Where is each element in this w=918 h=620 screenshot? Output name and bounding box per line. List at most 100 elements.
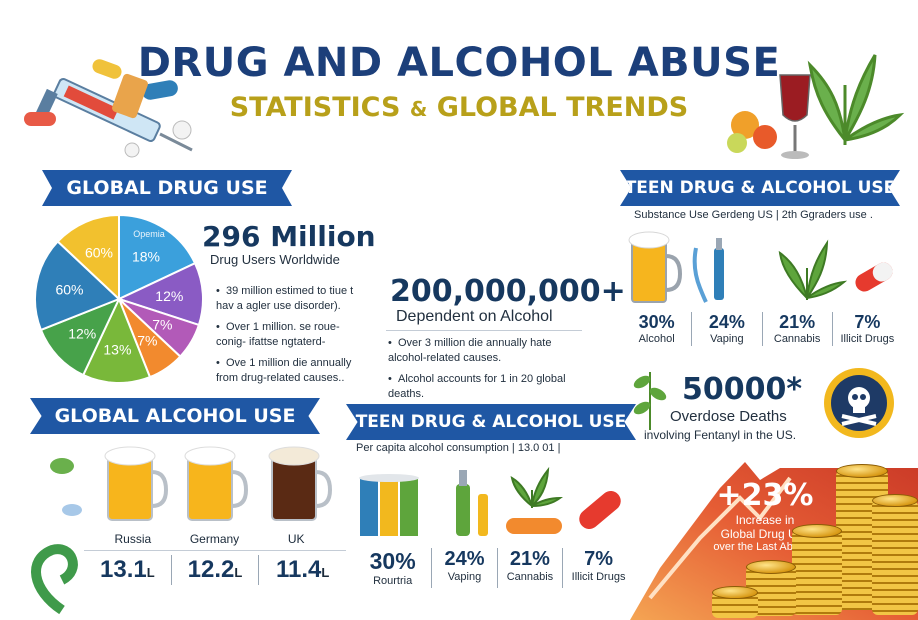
teen-bottom-icons	[359, 466, 621, 536]
teen-top-pct: 30%	[638, 312, 675, 332]
divider	[258, 554, 260, 585]
cannabis-icon	[778, 239, 848, 300]
teen-top-stat-alcohol: 30% Alcohol	[622, 312, 691, 346]
teen-bottom-label: Rourtria	[373, 575, 413, 587]
drug-bullet-1: 39 million estimed to tiue t hav a agler…	[216, 284, 366, 314]
subtitle-statistics: STATISTICS	[229, 92, 401, 123]
vape-device-icon	[456, 470, 488, 536]
divider	[496, 548, 498, 588]
page-title: DRUG AND ALCOHOL ABUSE	[137, 40, 781, 86]
divider	[761, 312, 763, 346]
teen-bottom-pct: 21%	[509, 548, 550, 570]
pie-slice	[81, 296, 152, 384]
pie-slice	[39, 297, 121, 377]
teen-bottom-label: Cannabis	[506, 571, 554, 583]
country-name: Germany	[189, 532, 240, 546]
wine-cannabis-illustration	[727, 54, 905, 159]
alcohol-country-names: Russia Germany UK	[92, 532, 337, 546]
decorative-leaf-icon	[31, 458, 82, 615]
trend-arrow-icon	[648, 476, 792, 600]
drug-bullet-3: Ove 1 million die annually from drug-rel…	[216, 356, 366, 386]
teen-top-pct: 21%	[779, 312, 816, 332]
pie-slice	[118, 213, 197, 301]
increase-line1: Increase in	[735, 513, 795, 527]
teen-bottom-pct: 30%	[369, 548, 416, 574]
teen-top-icons	[628, 231, 893, 303]
syringe-pills-illustration	[24, 59, 193, 158]
teen-bottom-subtitle: Per capita alcohol consumption | 13.0 01…	[356, 442, 561, 454]
country-value: 12.2	[187, 555, 235, 583]
coin-icon	[872, 494, 918, 507]
country-value-germany: 12.2L	[172, 556, 259, 584]
vape-pen-icon	[692, 238, 724, 303]
pie-slice	[56, 213, 120, 302]
country-value: 13.1	[100, 555, 147, 583]
cannabis-icon	[506, 466, 564, 534]
divider	[431, 548, 433, 588]
teen-top-stats: 30% Alcohol 24% Vaping 21% Cannabis 7% I…	[622, 312, 902, 346]
teen-top-label: Cannabis	[773, 333, 821, 345]
pie-slice	[116, 261, 204, 327]
divider	[691, 312, 693, 346]
country-unit: L	[146, 564, 155, 580]
overdose-line1: Overdose Deaths	[670, 408, 787, 425]
wine-glass-icon	[779, 74, 811, 159]
teen-bottom-stats: 30% Rourtria 24% Vaping 21% Cannabis 7% …	[354, 548, 634, 588]
overdose-line2: involving Fentanyl in the US.	[644, 428, 797, 442]
overdose-count: 50000*	[682, 372, 803, 407]
pie-slice-label: 7%	[137, 333, 157, 349]
pie-slice-label: 13%	[103, 341, 131, 357]
skull-crossbones-icon	[824, 368, 894, 438]
drug-bullet-2: Over 1 million. se roue- conig- ifattse …	[216, 320, 366, 350]
beer-mug-icon	[628, 231, 683, 303]
pie-center-note: Opemia	[133, 229, 165, 239]
pie-slice-label: 60%	[85, 245, 113, 261]
pie-slice-label: 18%	[132, 248, 160, 264]
pill-icon	[24, 59, 192, 158]
increase-text: +23% Increase in Global Drug Use over th…	[700, 478, 830, 553]
teen-bottom-pct: 7%	[584, 548, 614, 570]
teen-bottom-stat-4: 7% Illicit Drugs	[563, 548, 634, 588]
teen-bottom-pct: 24%	[444, 548, 485, 570]
coin-stack-icon	[872, 500, 918, 615]
beer-glass-icon	[184, 446, 249, 521]
bar-columns-icon	[359, 474, 419, 536]
dark-beer-glass-icon	[268, 446, 333, 521]
pie-slice-label: 60%	[55, 282, 83, 298]
divider	[831, 312, 833, 346]
coin-icon	[792, 524, 842, 538]
subtitle-global-trends: GLOBAL TRENDS	[436, 92, 689, 123]
teen-top-stat-illicit: 7% Illicit Drugs	[833, 312, 902, 346]
country-unit: L	[234, 564, 243, 580]
pill-capsule-icon	[579, 491, 621, 529]
divider	[170, 554, 172, 585]
cannabis-leaf-icon	[807, 54, 905, 145]
teen-bottom-label: Vaping	[447, 571, 482, 583]
drug-use-pie-chart: 18% 12% 7%7% 13% 12% 60% 60% Opemia	[34, 213, 204, 384]
increase-line3: over the Last Abeace	[713, 541, 817, 553]
syringe-icon	[34, 78, 193, 152]
pill-capsule-icon	[855, 262, 893, 292]
page-subtitle: STATISTICS & GLOBAL TRENDS	[0, 92, 918, 123]
coin-icon	[712, 586, 758, 599]
alcohol-bullet-1: Over 3 million die annually hate alcohol…	[388, 336, 568, 366]
global-alcohol-banner: GLOBAL ALCOHOL USE	[30, 398, 320, 434]
teen-top-pct: 24%	[708, 312, 745, 332]
subtitle-ampersand: &	[409, 97, 428, 121]
pie-slice	[34, 240, 121, 332]
pie-slice-label: 12%	[68, 326, 96, 342]
teen-top-banner: TEEN DRUG & ALCOHOL USE	[620, 170, 900, 206]
increase-line2: Global Drug Use	[720, 527, 810, 541]
beer-glasses-illustration	[104, 446, 333, 521]
pie-slice-label: 12%	[155, 288, 183, 304]
country-name: UK	[287, 532, 305, 546]
teen-top-stat-vaping: 24% Vaping	[692, 312, 761, 346]
teen-bottom-stat-2: 24% Vaping	[432, 548, 496, 588]
pie-slice-label: 7%	[152, 317, 172, 333]
leaf-sprig-icon	[633, 372, 667, 430]
divider	[562, 548, 564, 588]
country-unit: L	[321, 564, 330, 580]
drug-users-caption: Drug Users Worldwide	[210, 252, 340, 267]
alcohol-dependent-count: 200,000,000+	[390, 274, 626, 309]
teen-bottom-stat-1: 30% Rourtria	[354, 548, 431, 588]
